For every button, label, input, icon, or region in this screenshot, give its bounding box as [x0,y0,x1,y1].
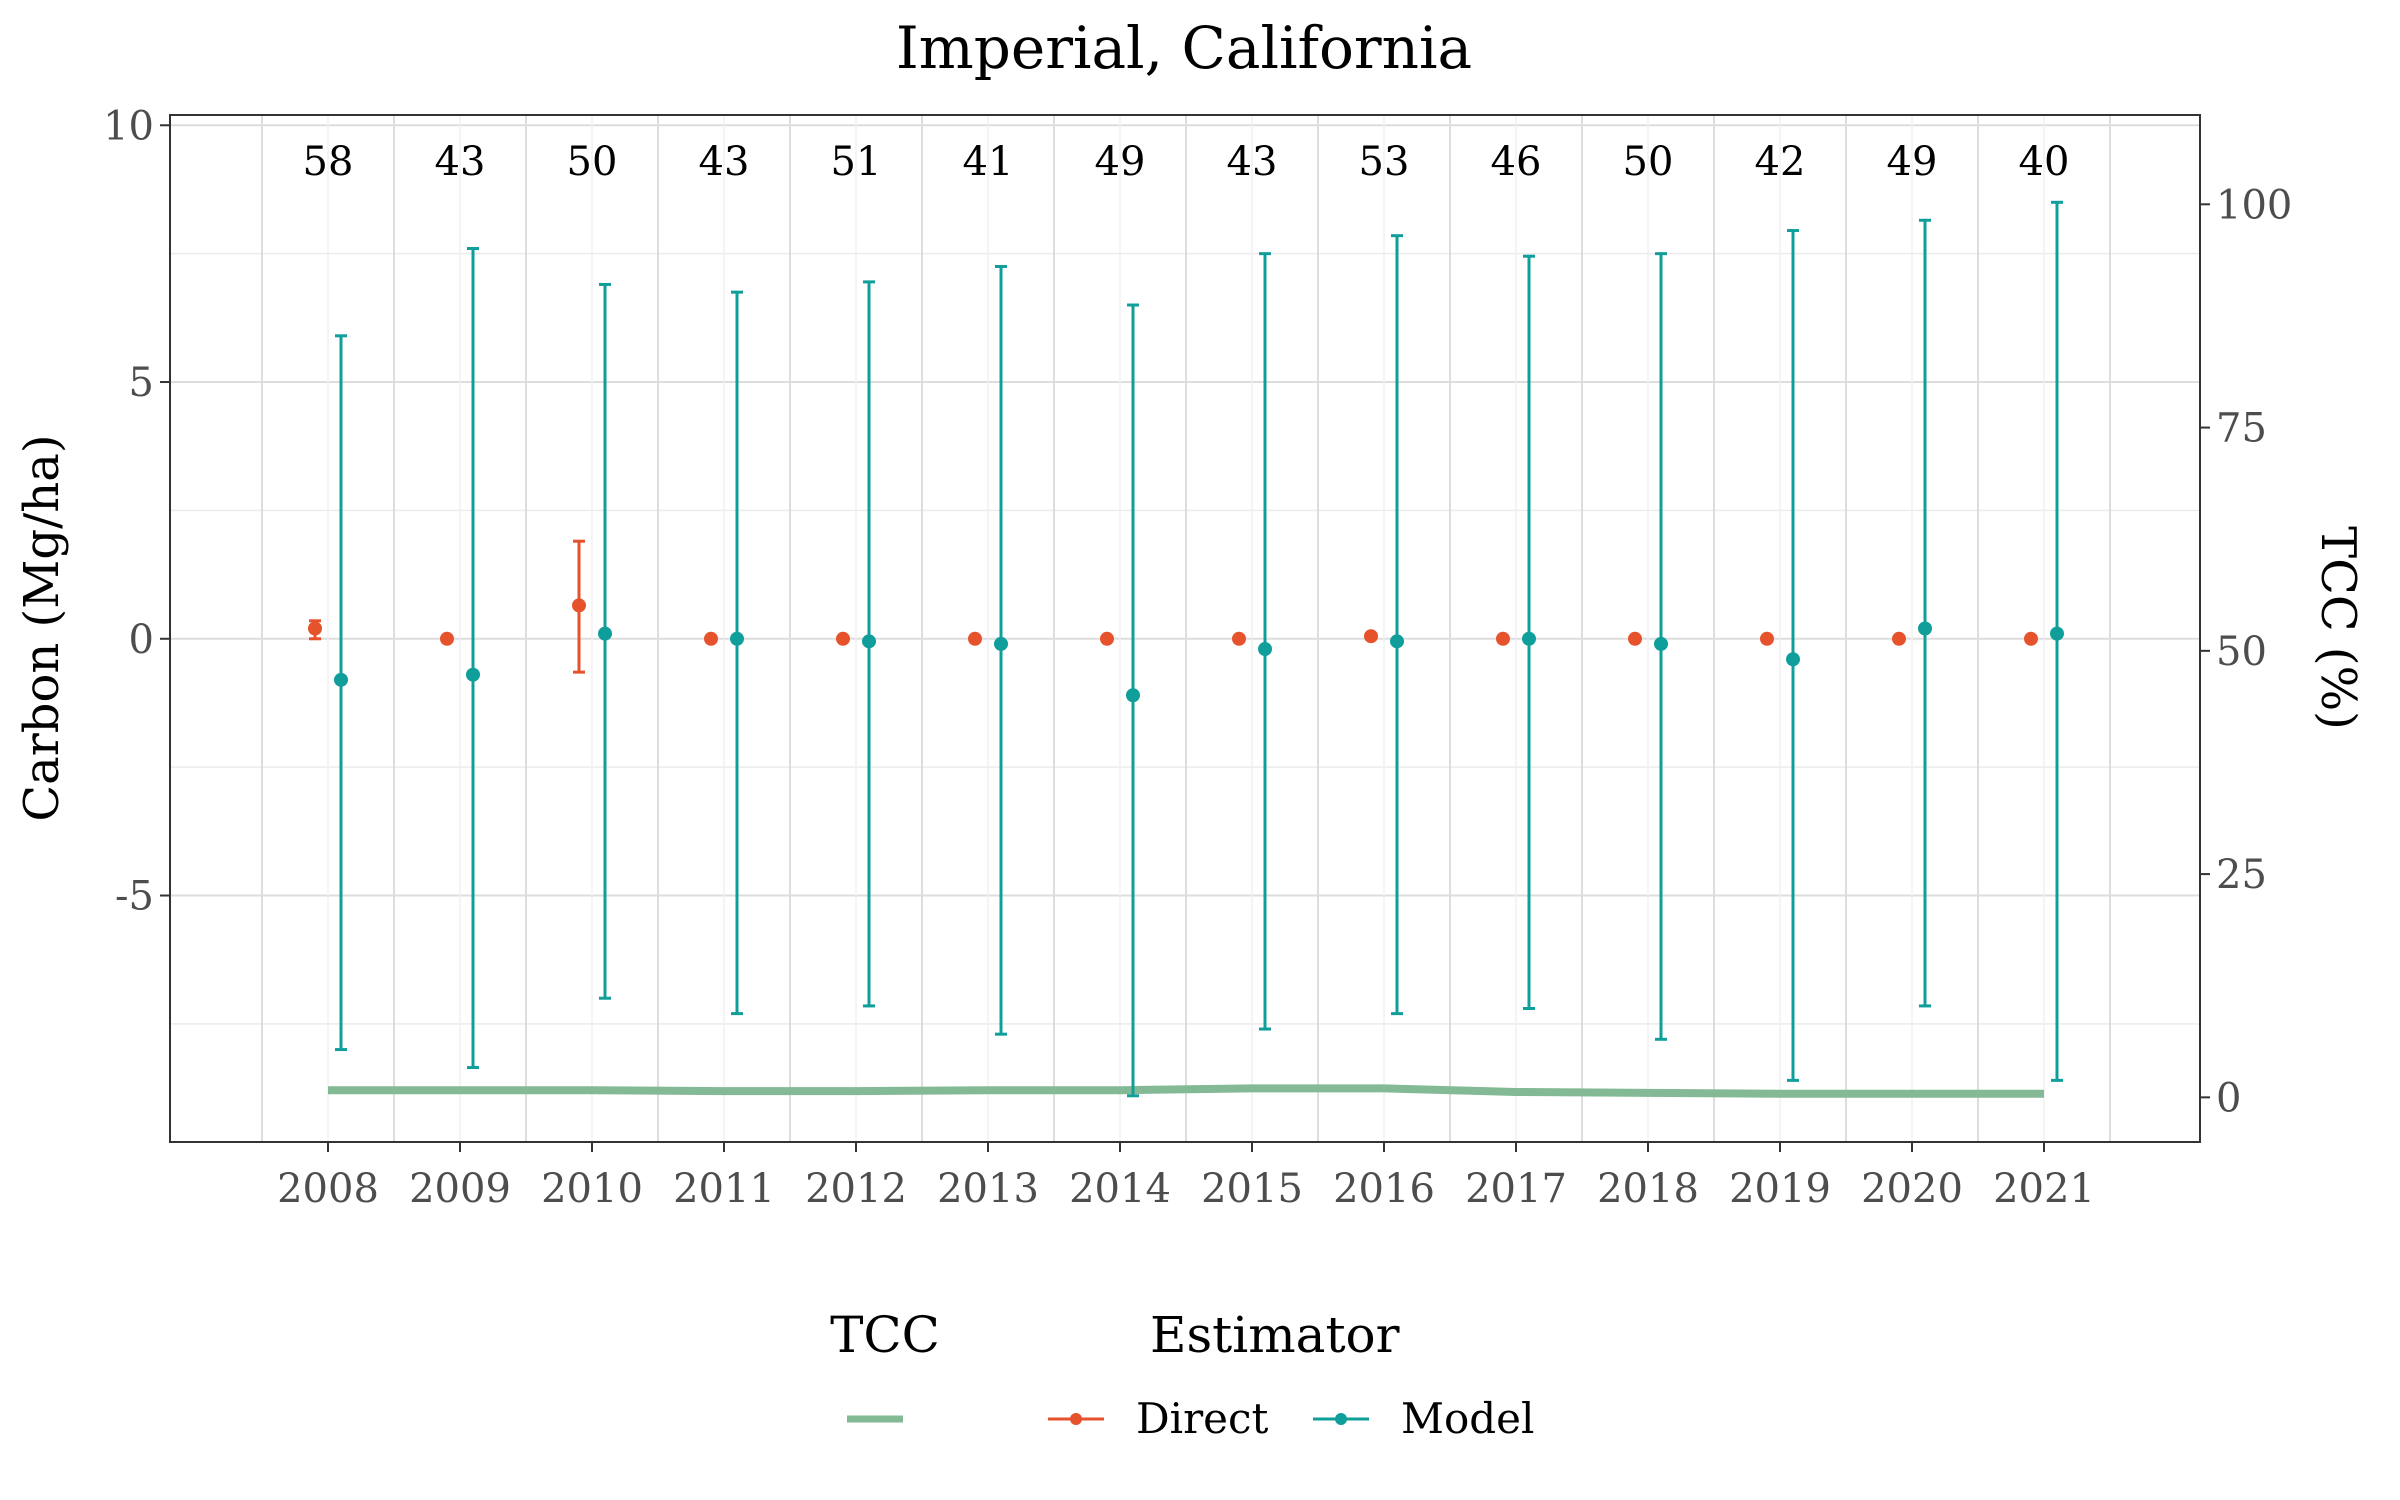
model-point-12 [1918,621,1932,636]
model-point-9 [1522,631,1536,646]
y-axis-tick-label: 5 [129,360,154,406]
sample-count-label: 46 [1491,139,1542,185]
legend-direct-label: Direct [1136,1394,1269,1443]
direct-point-5 [968,631,982,646]
direct-point-4 [836,631,850,646]
x-axis-tick-label: 2013 [937,1166,1039,1212]
axis-layer: 1050-51007550250200858200943201050201143… [103,103,2292,1212]
model-point-4 [862,634,876,649]
sample-count-label: 49 [1095,139,1146,185]
model-point-8 [1390,634,1404,649]
x-axis-tick-label: 2021 [1993,1166,2095,1212]
model-point-10 [1654,636,1668,651]
x-axis-tick-label: 2016 [1333,1166,1435,1212]
sample-count-label: 49 [1887,139,1938,185]
model-point-2 [598,626,612,641]
direct-point-8 [1364,629,1378,644]
direct-point-3 [704,631,718,646]
direct-point-9 [1496,631,1510,646]
y-axis-title: Carbon (Mg/ha) [14,434,70,821]
model-point-6 [1126,688,1140,703]
chart-title: Imperial, California [896,14,1472,82]
model-point-7 [1258,642,1272,657]
direct-point-13 [2024,631,2038,646]
sample-count-label: 53 [1359,139,1410,185]
y2-axis-tick-label: 0 [2216,1075,2241,1121]
model-point-11 [1786,652,1800,667]
y2-axis-tick-label: 100 [2216,182,2292,228]
marks-layer [308,200,2064,1098]
y2-axis-tick-label: 75 [2216,406,2267,452]
x-axis-tick-label: 2017 [1465,1166,1567,1212]
x-axis-tick-label: 2014 [1069,1166,1171,1212]
direct-point-6 [1100,631,1114,646]
sample-count-label: 50 [1623,139,1674,185]
model-point-0 [334,672,348,687]
y-axis-tick-label: 10 [103,103,154,149]
model-point-5 [994,636,1008,651]
y2-axis-title: TCC (%) [2310,526,2366,730]
sample-count-label: 51 [831,139,882,185]
legend-direct-key-point [1070,1413,1082,1425]
direct-point-10 [1628,631,1642,646]
sample-count-label: 43 [435,139,486,185]
legend-model-key-point [1335,1413,1347,1425]
model-point-1 [466,667,480,682]
x-axis-tick-label: 2020 [1861,1166,1963,1212]
x-axis-tick-label: 2011 [673,1166,775,1212]
legend-estimator-title: Estimator [1150,1306,1400,1364]
plot-panel-border [169,114,2201,1143]
direct-point-11 [1760,631,1774,646]
direct-point-0 [308,621,322,636]
tcc-layer [328,1084,2044,1098]
direct-point-12 [1892,631,1906,646]
sample-count-label: 58 [303,139,354,185]
grid-layer [170,115,2200,1142]
sample-count-label: 42 [1755,139,1806,185]
direct-point-7 [1232,631,1246,646]
direct-point-1 [440,631,454,646]
sample-count-label: 50 [567,139,618,185]
model-point-3 [730,631,744,646]
x-axis-tick-label: 2015 [1201,1166,1303,1212]
legend-tcc-title: TCC [830,1306,940,1364]
x-axis-tick-label: 2019 [1729,1166,1831,1212]
model-point-13 [2050,626,2064,641]
legend-model-label: Model [1401,1394,1534,1443]
x-axis-tick-label: 2012 [805,1166,907,1212]
legend: TCC Estimator Direct Model [830,1306,1534,1443]
sample-count-label: 41 [963,139,1014,185]
y2-axis-tick-label: 25 [2216,852,2267,898]
sample-count-label: 40 [2019,139,2070,185]
x-axis-tick-label: 2018 [1597,1166,1699,1212]
sample-count-label: 43 [699,139,750,185]
x-axis-tick-label: 2008 [277,1166,379,1212]
tcc-series-line [328,1084,2044,1098]
y2-axis-tick-label: 50 [2216,629,2267,675]
y-axis-tick-label: -5 [115,874,154,920]
direct-point-2 [572,598,586,613]
x-axis-tick-label: 2010 [541,1166,643,1212]
sample-count-label: 43 [1227,139,1278,185]
y-axis-tick-label: 0 [129,617,154,663]
x-axis-tick-label: 2009 [409,1166,511,1212]
